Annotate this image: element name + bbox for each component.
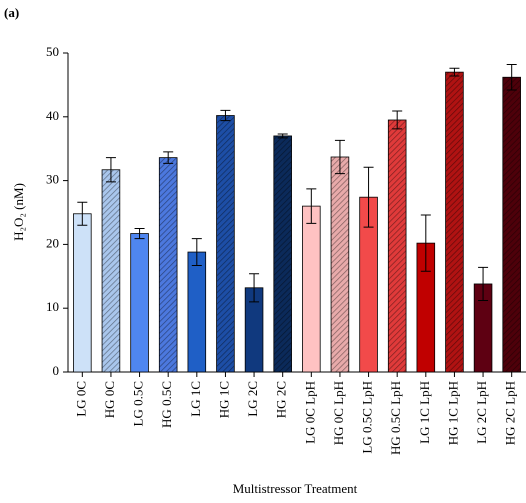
y-tick-label: 40 bbox=[46, 108, 59, 123]
bar bbox=[216, 115, 235, 373]
bar bbox=[502, 76, 521, 373]
x-tick-label: HG 0.5C bbox=[159, 381, 174, 428]
bar bbox=[273, 135, 292, 373]
error-bar bbox=[134, 227, 145, 240]
error-bar bbox=[77, 201, 88, 226]
y-tick-label: 30 bbox=[46, 172, 59, 187]
bar bbox=[330, 156, 350, 373]
error-bar bbox=[277, 133, 288, 139]
error-bar bbox=[363, 166, 374, 228]
x-tick-label: LG 0.5C LpH bbox=[360, 381, 375, 454]
error-bar bbox=[449, 67, 460, 77]
bar bbox=[302, 205, 321, 373]
bar bbox=[387, 119, 407, 373]
bar bbox=[130, 233, 149, 373]
error-bar bbox=[249, 273, 260, 303]
x-tick-label: HG 2C LpH bbox=[503, 381, 518, 445]
bar bbox=[73, 213, 92, 373]
error-bar bbox=[392, 110, 403, 130]
bar bbox=[158, 157, 178, 373]
y-tick-label: 20 bbox=[46, 235, 59, 250]
error-bar bbox=[191, 238, 202, 266]
y-tick-label: 0 bbox=[53, 363, 60, 378]
x-tick-label: HG 0C LpH bbox=[331, 381, 346, 445]
x-tick-label: HG 0C bbox=[102, 381, 117, 418]
x-tick-label: LG 0C LpH bbox=[302, 381, 317, 444]
y-tick-label: 10 bbox=[46, 299, 59, 314]
panel-label: (a) bbox=[4, 5, 19, 20]
x-tick-label: LG 1C bbox=[188, 381, 203, 417]
x-axis-label: Multistressor Treatment bbox=[233, 481, 358, 496]
error-bar bbox=[163, 151, 174, 164]
x-tick-label: HG 0.5C LpH bbox=[388, 381, 403, 455]
y-axis-label: H₂O₂ (nM) bbox=[11, 183, 26, 241]
error-bar bbox=[506, 63, 517, 91]
x-tick-label: LG 0.5C bbox=[131, 381, 146, 427]
x-tick-label: HG 2C bbox=[274, 381, 289, 418]
error-bar bbox=[334, 139, 345, 175]
error-bar bbox=[306, 188, 317, 224]
x-tick-label: HG 1C bbox=[216, 381, 231, 418]
bar bbox=[101, 169, 121, 373]
x-tick-label: LG 0C bbox=[73, 381, 88, 417]
error-bar bbox=[478, 266, 489, 302]
bar bbox=[187, 251, 207, 373]
error-bar bbox=[105, 157, 116, 183]
error-bar bbox=[220, 109, 231, 122]
x-tick-label: LG 2C bbox=[245, 381, 260, 417]
x-tick-label: HG 1C LpH bbox=[445, 381, 460, 445]
y-tick-label: 50 bbox=[46, 44, 59, 59]
x-tick-label: LG 2C LpH bbox=[474, 381, 489, 444]
error-bar bbox=[420, 214, 431, 272]
x-tick-label: LG 1C LpH bbox=[417, 381, 432, 444]
bar bbox=[445, 71, 464, 373]
